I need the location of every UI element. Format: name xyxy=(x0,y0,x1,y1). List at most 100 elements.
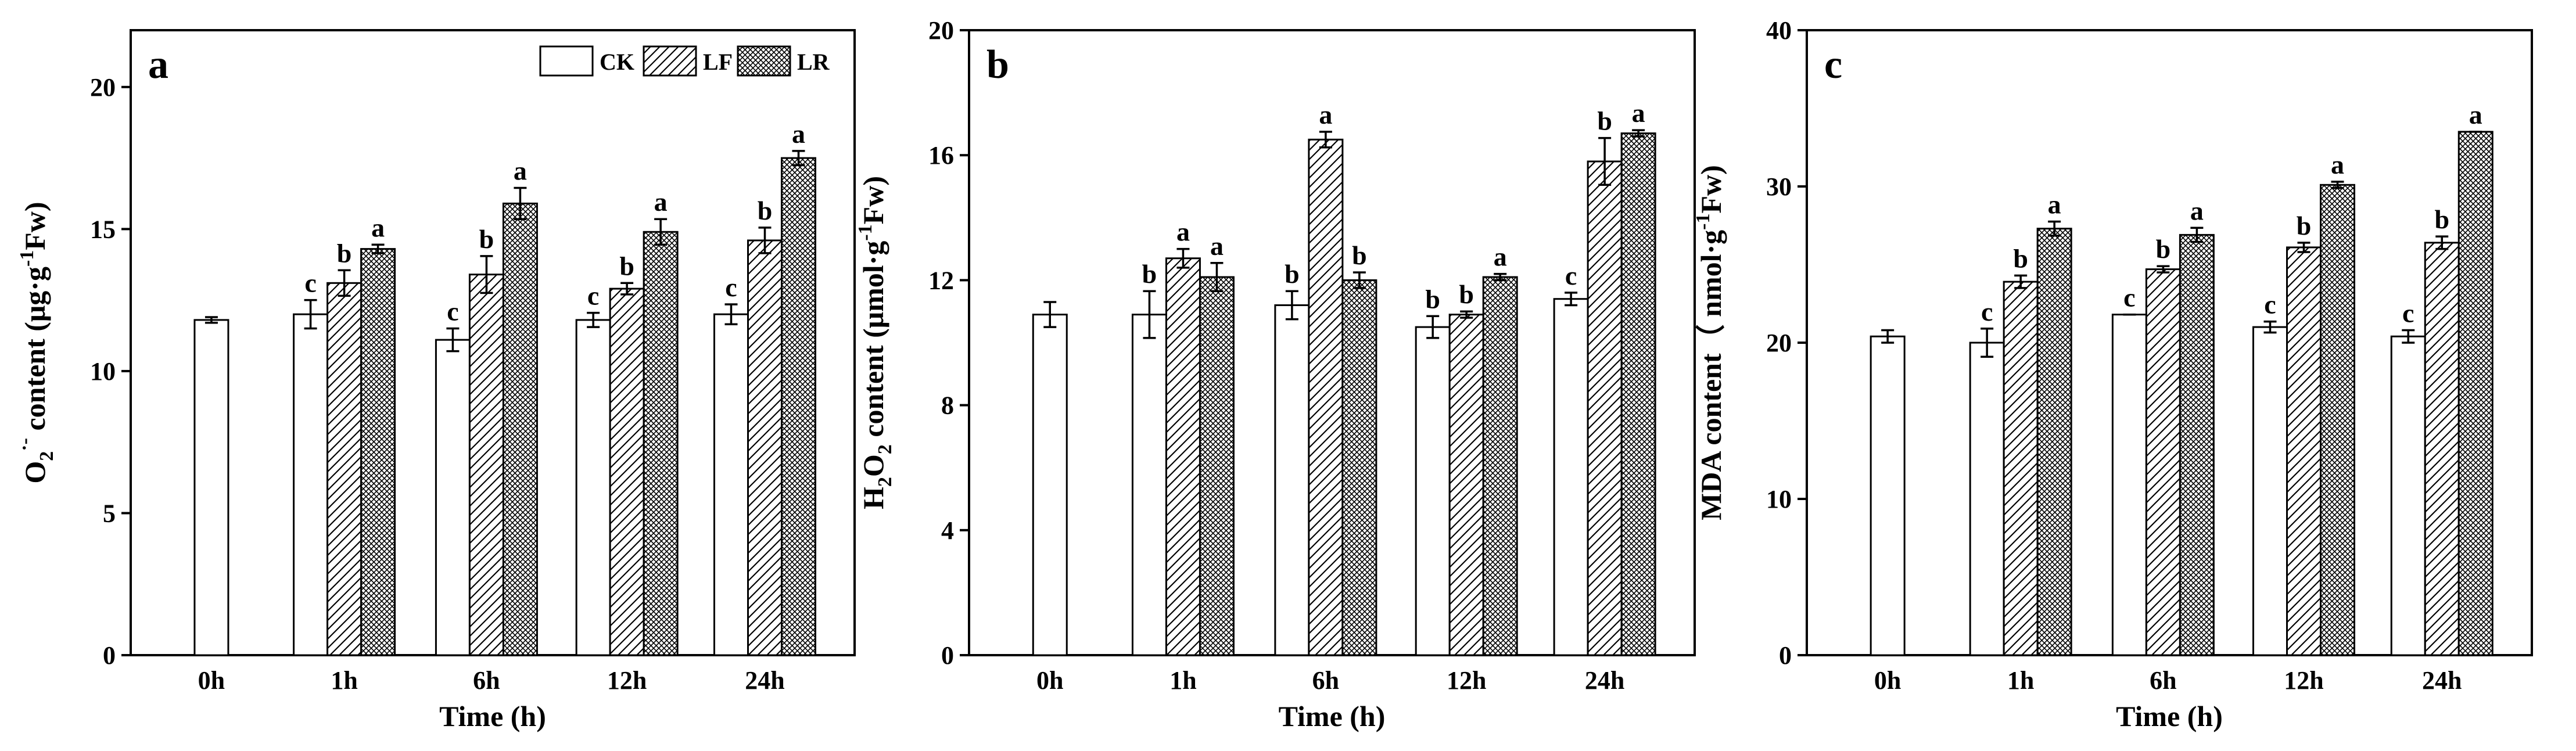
y-axis-title-rest2: Fw) xyxy=(19,202,51,250)
y-axis-title-main: O xyxy=(19,461,51,484)
panel-letter: b xyxy=(986,42,1009,87)
y-tick-label: 20 xyxy=(928,16,954,45)
y-axis-title-sup2: -1 xyxy=(16,250,38,267)
y-tick-label: 4 xyxy=(941,516,954,545)
significance-letter: a xyxy=(654,187,668,217)
significance-letter: b xyxy=(758,196,773,225)
significance-letter: a xyxy=(371,213,385,242)
y-tick-label: 12 xyxy=(928,266,954,294)
bar-lf-12h xyxy=(1448,314,1484,656)
significance-letter: b xyxy=(1597,106,1612,136)
legend-swatch-lf xyxy=(643,45,697,77)
bar-ck-0h xyxy=(1032,314,1068,656)
significance-letter: b xyxy=(619,251,634,281)
significance-letter: c xyxy=(1565,261,1577,290)
y-axis-title-main: MDA content（ nmol·g xyxy=(1695,230,1727,520)
bar-lr-6h xyxy=(1341,279,1377,656)
bar-lr-12h xyxy=(2320,184,2356,656)
significance-letter: b xyxy=(1285,259,1300,289)
x-tick-label: 0h xyxy=(198,666,225,695)
significance-letter: a xyxy=(1210,231,1224,261)
bar-ck-6h xyxy=(2111,314,2147,656)
bar-ck-1h xyxy=(1969,342,2005,656)
significance-letter: a xyxy=(2331,150,2344,179)
significance-letter: a xyxy=(1632,98,1645,128)
y-tick-label: 16 xyxy=(928,141,954,170)
y-axis-title-rest2: Fw) xyxy=(1695,165,1727,213)
bar-lr-24h xyxy=(2457,131,2494,656)
bar-lf-6h xyxy=(468,274,504,656)
x-tick-label: 24h xyxy=(1585,666,1624,695)
significance-letter: a xyxy=(1319,100,1332,130)
x-tick-label: 1h xyxy=(2007,666,2034,695)
y-axis-title: O2·- content (μg·g-1Fw) xyxy=(14,202,58,483)
y-axis-title-rest1: content (μg·g xyxy=(19,267,51,438)
y-tick-label: 0 xyxy=(103,641,116,670)
x-tick-label: 12h xyxy=(2284,666,2323,695)
y-axis-title-main2: O xyxy=(857,454,889,477)
bar-ck-12h xyxy=(575,319,611,656)
bar-lf-12h xyxy=(2286,246,2322,656)
y-tick-label: 0 xyxy=(941,641,954,670)
x-tick-label: 0h xyxy=(1036,666,1063,695)
significance-letter: a xyxy=(2048,190,2061,220)
significance-letter: c xyxy=(587,281,599,311)
y-axis-title: MDA content（ nmol·g-1Fw) xyxy=(1692,165,1727,520)
bar-ck-24h xyxy=(1553,298,1589,656)
bar-lr-12h xyxy=(1482,276,1518,656)
x-tick-label: 6h xyxy=(2150,666,2176,695)
bar-lr-24h xyxy=(780,157,816,656)
significance-letter: a xyxy=(514,156,527,185)
bar-lr-6h xyxy=(2179,233,2215,656)
x-tick-label: 6h xyxy=(473,666,500,695)
bar-lr-1h xyxy=(1199,276,1235,656)
y-axis-title-rest1: content (μmol·g xyxy=(857,241,889,445)
bar-ck-1h xyxy=(293,313,329,656)
bar-lf-24h xyxy=(1587,160,1623,656)
bar-lf-1h xyxy=(1165,257,1201,656)
legend: CK LF LR xyxy=(539,45,830,77)
significance-letter: c xyxy=(2402,298,2414,328)
x-tick-label: 24h xyxy=(2422,666,2462,695)
y-tick-label: 0 xyxy=(1779,641,1792,670)
x-tick-label: 1h xyxy=(331,666,357,695)
bar-lr-24h xyxy=(1620,132,1656,656)
y-tick-label: 40 xyxy=(1766,16,1792,45)
bar-ck-0h xyxy=(193,319,229,656)
y-tick-label: 10 xyxy=(1766,485,1792,513)
x-tick-label: 24h xyxy=(745,666,784,695)
bar-lf-24h xyxy=(747,239,783,656)
x-tick-label: 1h xyxy=(1169,666,1196,695)
y-tick-label: 20 xyxy=(90,73,116,102)
significance-letter: c xyxy=(1981,297,1993,326)
bar-lf-12h xyxy=(609,288,645,656)
significance-letter: a xyxy=(1176,217,1190,247)
significance-letter: b xyxy=(1142,259,1157,289)
bar-lf-1h xyxy=(2003,281,2039,656)
bar-lr-1h xyxy=(360,248,396,656)
bar-ck-1h xyxy=(1131,314,1167,656)
bar-lf-6h xyxy=(1308,138,1344,656)
x-tick-label: 6h xyxy=(1312,666,1339,695)
significance-letter: b xyxy=(1352,240,1367,270)
significance-letter: b xyxy=(1425,284,1440,314)
significance-letter: a xyxy=(2190,196,2204,225)
significance-letter: a xyxy=(792,119,805,149)
x-axis-title: Time (h) xyxy=(439,700,546,732)
legend-label: LR xyxy=(797,49,830,75)
x-tick-label: 12h xyxy=(607,666,647,695)
bar-lf-24h xyxy=(2424,242,2460,656)
x-tick-label: 12h xyxy=(1447,666,1486,695)
y-axis-title-sub2: 2 xyxy=(874,444,896,454)
x-axis-title: Time (h) xyxy=(1279,700,1386,732)
y-tick-label: 15 xyxy=(90,215,116,243)
bar-lf-6h xyxy=(2145,268,2181,656)
bar-ck-24h xyxy=(2390,335,2426,656)
significance-letter: a xyxy=(1494,242,1507,272)
y-tick-label: 20 xyxy=(1766,329,1792,357)
y-axis-title-sup2: -1 xyxy=(855,224,876,240)
significance-letter: b xyxy=(1459,279,1474,309)
